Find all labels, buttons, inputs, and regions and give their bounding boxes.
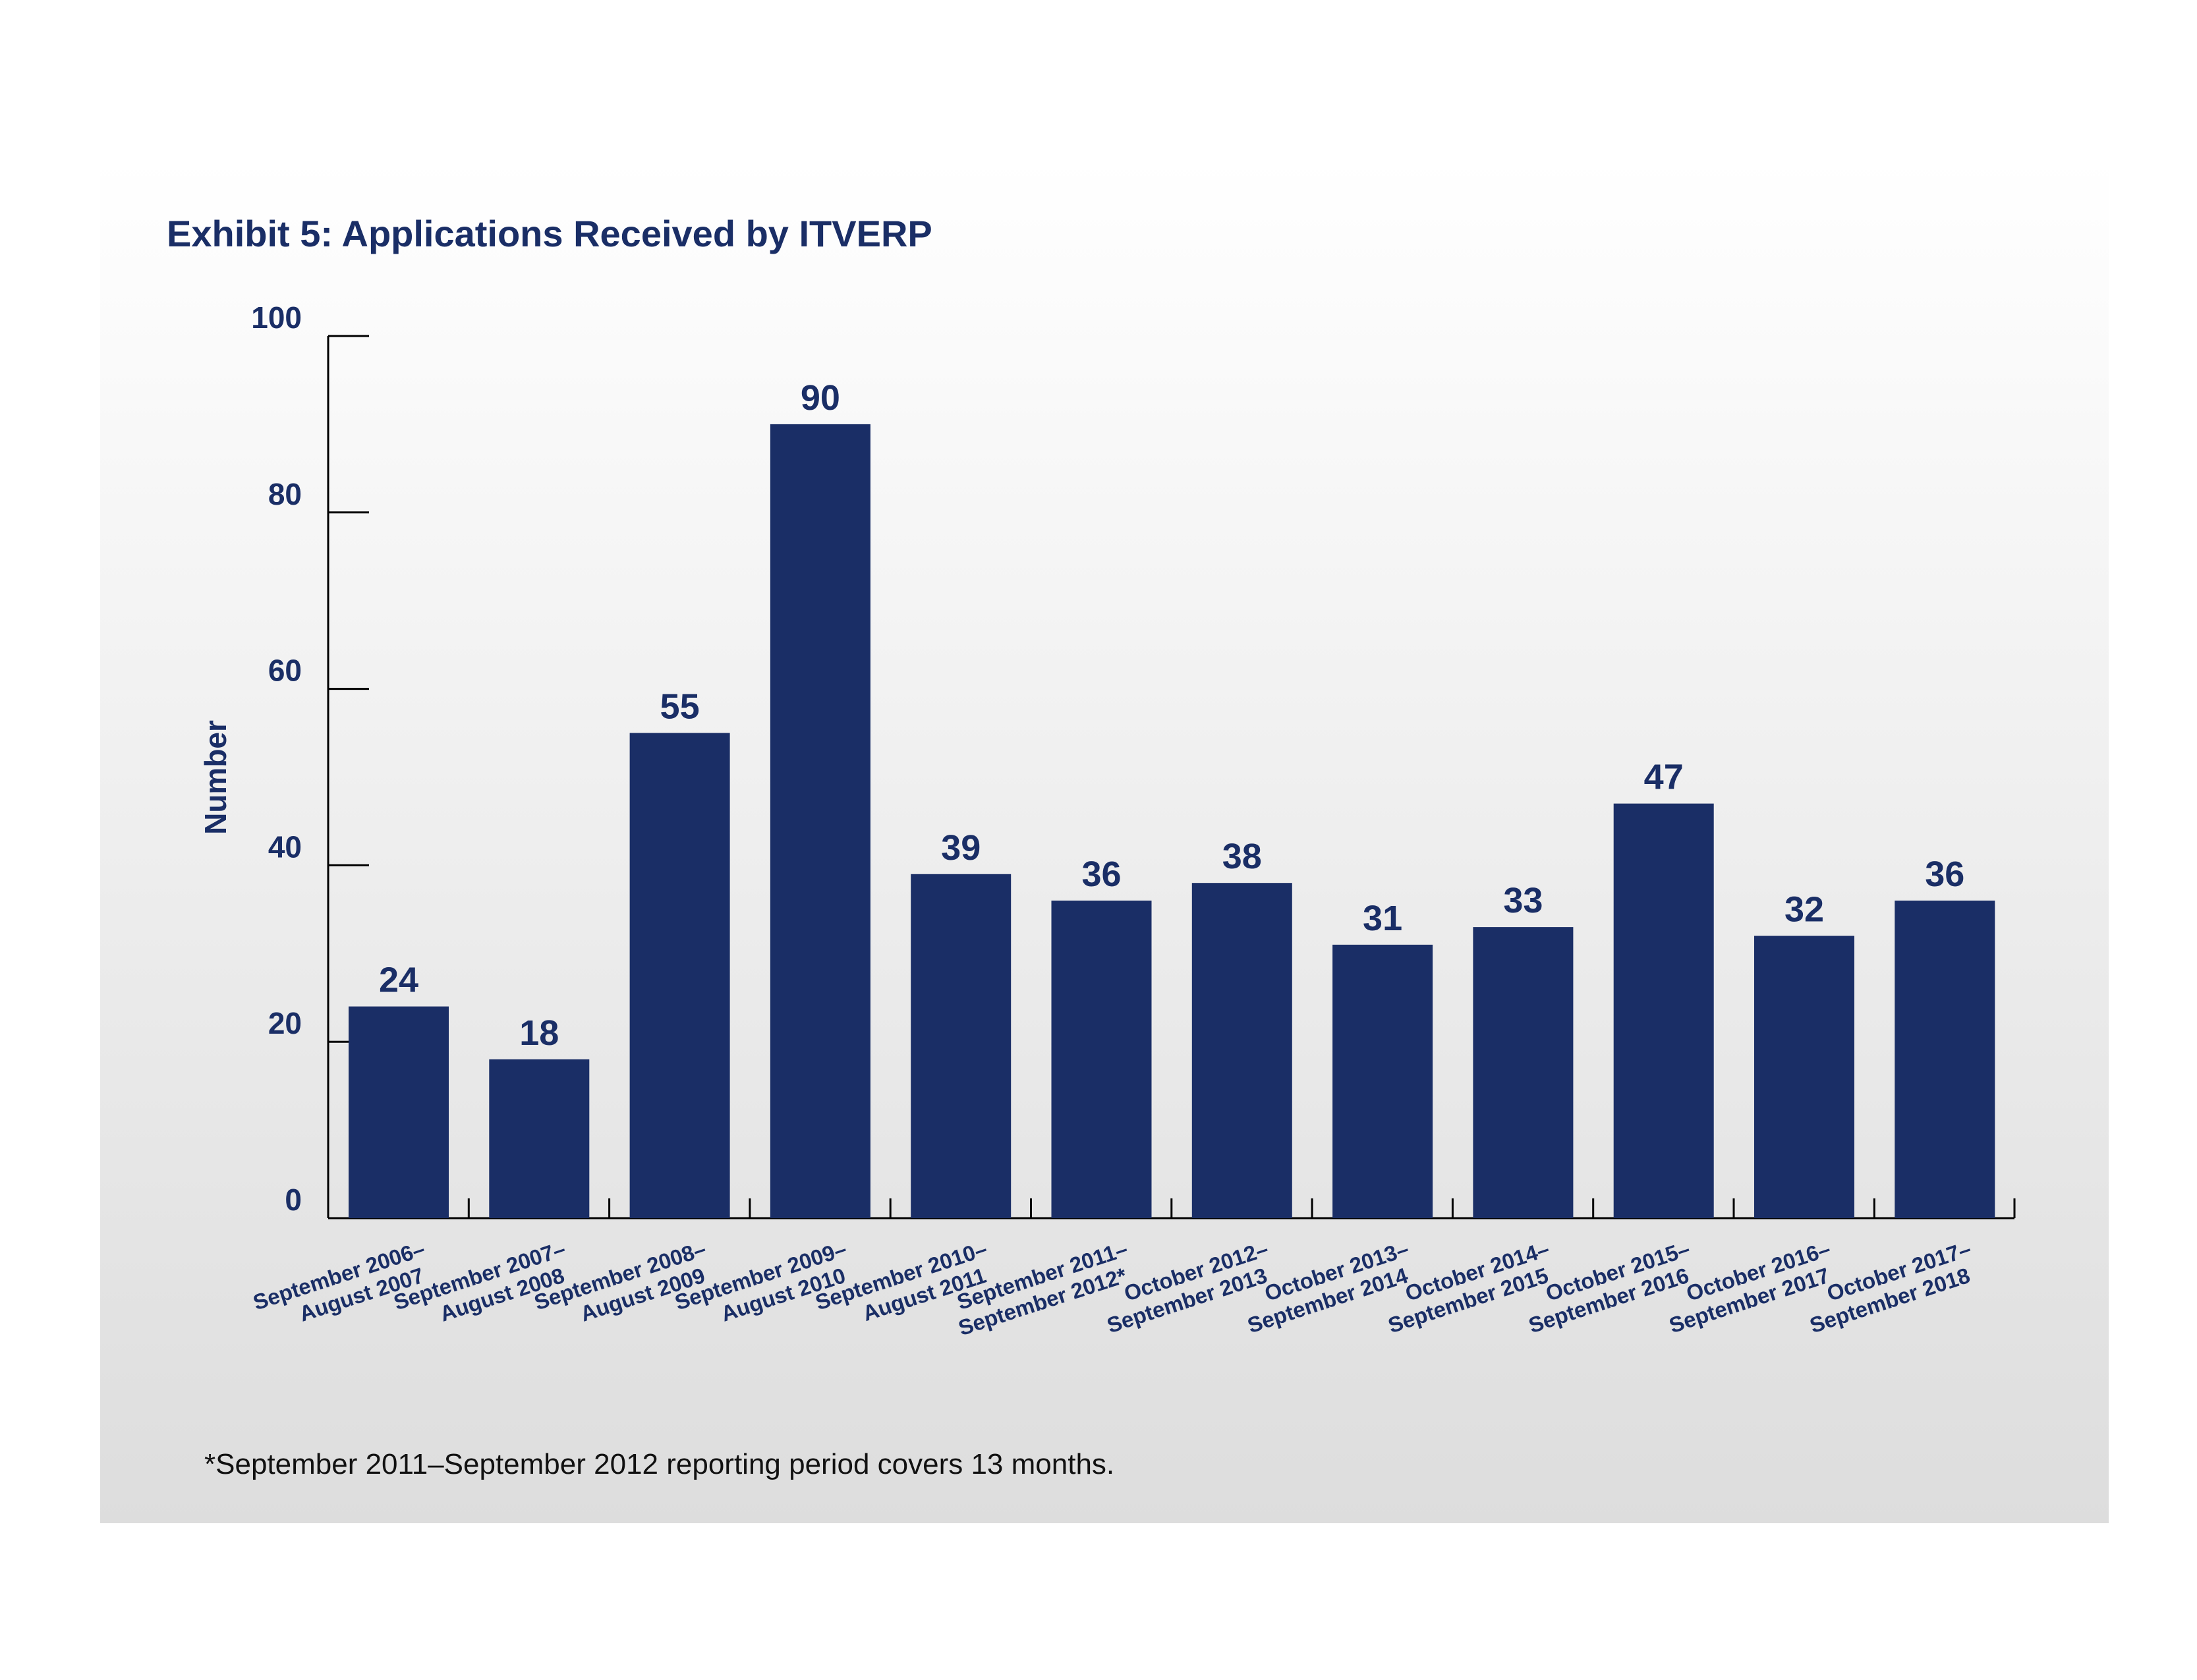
data-label: 32 (1784, 890, 1824, 930)
data-label: 31 (1363, 899, 1402, 938)
chart-title: Exhibit 5: Applications Received by ITVE… (167, 213, 932, 254)
data-label: 33 (1503, 881, 1543, 920)
data-label: 18 (519, 1013, 559, 1053)
data-label: 24 (379, 961, 418, 1000)
data-label: 47 (1644, 758, 1684, 797)
bar (489, 1059, 590, 1218)
y-tick-label: 100 (251, 300, 302, 335)
y-tick-label: 20 (268, 1006, 302, 1040)
data-label: 36 (1081, 854, 1121, 894)
bar (1613, 803, 1714, 1218)
axes (327, 335, 2016, 1219)
bar (911, 874, 1012, 1218)
bar (770, 424, 870, 1218)
data-label: 39 (941, 828, 981, 868)
bar (1754, 936, 1854, 1218)
data-label: 38 (1222, 837, 1262, 876)
bar (349, 1006, 449, 1218)
y-tick-label: 0 (285, 1183, 302, 1217)
footnote: *September 2011–September 2012 reporting… (204, 1448, 1115, 1480)
y-tick-label: 60 (268, 654, 302, 688)
bar (1473, 927, 1574, 1218)
bars (349, 424, 1995, 1218)
bar (1895, 900, 1995, 1218)
bar (1051, 900, 1152, 1218)
chart-panel (100, 158, 2109, 1523)
y-tick-label: 80 (268, 477, 302, 511)
data-label: 36 (1925, 854, 1964, 894)
bar (1191, 883, 1292, 1218)
bar (1332, 944, 1433, 1218)
y-axis-label: Number (198, 720, 233, 835)
data-label: 55 (660, 687, 700, 727)
data-label: 90 (801, 378, 840, 418)
y-tick-label: 40 (268, 829, 302, 864)
bar (629, 733, 730, 1218)
